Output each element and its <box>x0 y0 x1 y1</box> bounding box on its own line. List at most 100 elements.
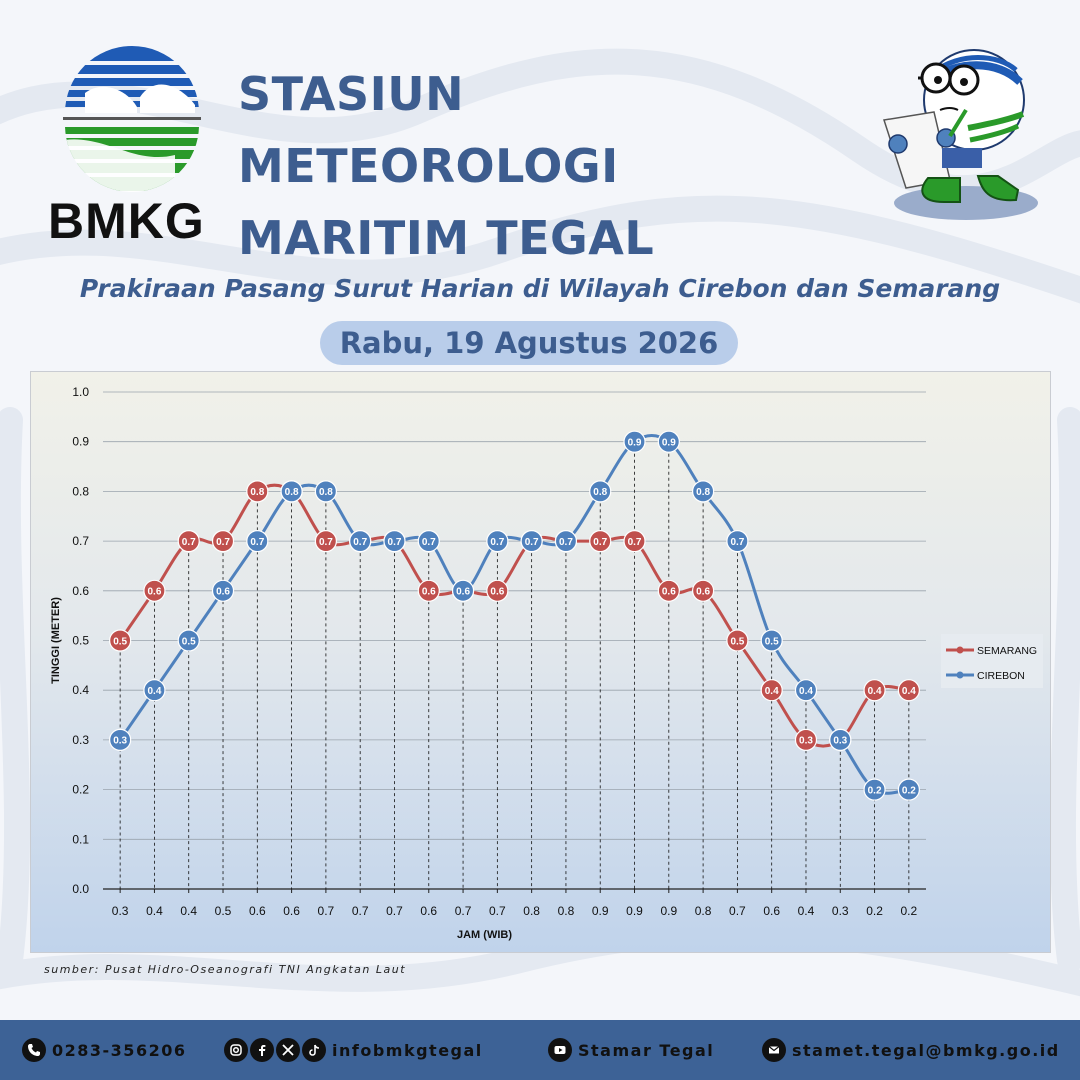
data-label-semarang: 0.4 <box>868 686 882 697</box>
data-point-cirebon <box>657 430 680 453</box>
data-label-cirebon: 0.3 <box>833 736 847 747</box>
data-point-cirebon <box>109 728 132 751</box>
x-tick-label: 0.6 <box>249 904 266 918</box>
x-tick-label: 0.2 <box>866 904 883 918</box>
x-tick-label: 0.8 <box>558 904 575 918</box>
data-label-semarang: 0.7 <box>216 537 230 548</box>
footer-youtube[interactable]: Stamar Tegal <box>548 1020 714 1080</box>
data-label-cirebon: 0.6 <box>456 587 470 598</box>
y-tick-label: 0.3 <box>72 733 89 747</box>
x-tick-label: 0.4 <box>798 904 815 918</box>
data-label-semarang: 0.4 <box>902 686 916 697</box>
data-point-semarang <box>314 530 337 553</box>
bmkg-logo <box>63 46 201 192</box>
x-tick-label: 0.4 <box>146 904 163 918</box>
data-label-cirebon: 0.5 <box>765 636 779 647</box>
y-tick-label: 1.0 <box>72 385 89 399</box>
data-label-semarang: 0.5 <box>730 636 744 647</box>
data-point-cirebon <box>486 530 509 553</box>
data-label-cirebon: 0.7 <box>422 537 436 548</box>
data-label-cirebon: 0.8 <box>319 487 333 498</box>
x-tick-label: 0.2 <box>901 904 918 918</box>
data-point-semarang <box>211 530 235 553</box>
legend-box <box>941 634 1043 688</box>
data-point-cirebon <box>692 480 715 503</box>
station-title: STASIUN METEOROLOGI MARITIM TEGAL <box>238 58 858 274</box>
footer-social[interactable]: infobmkgtegal <box>224 1020 483 1080</box>
facebook-icon <box>250 1038 274 1062</box>
x-tick-label: 0.3 <box>832 904 849 918</box>
x-tick-label: 0.9 <box>626 904 643 918</box>
data-point-semarang <box>897 679 920 702</box>
footer-phone[interactable]: 0283-356206 <box>22 1020 186 1080</box>
x-tick-label: 0.7 <box>729 904 746 918</box>
x-tick-label: 0.7 <box>455 904 472 918</box>
footer-email[interactable]: stamet.tegal@bmkg.go.id <box>762 1020 1060 1080</box>
y-tick-label: 0.1 <box>72 832 89 846</box>
data-point-cirebon <box>314 480 337 503</box>
data-label-semarang: 0.6 <box>696 587 710 598</box>
data-point-cirebon <box>589 480 612 503</box>
x-axis-title: JAM (WIB) <box>457 929 512 941</box>
data-point-cirebon <box>520 530 543 553</box>
data-point-cirebon <box>177 629 200 652</box>
data-label-semarang: 0.7 <box>593 537 607 548</box>
title-line-1: STASIUN METEOROLOGI <box>238 67 619 193</box>
y-tick-label: 0.5 <box>72 634 89 648</box>
data-label-cirebon: 0.7 <box>353 537 367 548</box>
source-note: sumber: Pusat Hidro-Oseanografi TNI Angk… <box>44 963 407 976</box>
data-label-cirebon: 0.7 <box>250 537 264 548</box>
data-label-cirebon: 0.7 <box>388 537 402 548</box>
x-tick-label: 0.5 <box>215 904 232 918</box>
data-label-semarang: 0.6 <box>490 587 504 598</box>
series-line-semarang <box>118 483 910 748</box>
x-tick-label: 0.7 <box>318 904 335 918</box>
data-label-semarang: 0.4 <box>765 686 779 697</box>
phone-number: 0283-356206 <box>52 1040 187 1060</box>
data-point-semarang <box>657 579 680 602</box>
x-tick-label: 0.8 <box>695 904 712 918</box>
email-address: stamet.tegal@bmkg.go.id <box>792 1040 1060 1060</box>
data-point-semarang <box>486 579 509 602</box>
x-tick-label: 0.9 <box>660 904 677 918</box>
data-label-cirebon: 0.2 <box>902 785 916 796</box>
data-point-cirebon <box>554 530 578 553</box>
tiktok-icon <box>302 1038 326 1062</box>
data-point-semarang <box>109 629 132 652</box>
data-point-semarang <box>417 579 440 602</box>
data-point-cirebon <box>280 480 303 503</box>
instagram-icon <box>224 1038 248 1062</box>
x-tick-label: 0.3 <box>112 904 129 918</box>
data-label-cirebon: 0.7 <box>525 537 539 548</box>
data-label-semarang: 0.7 <box>182 537 196 548</box>
y-tick-label: 0.9 <box>72 435 89 449</box>
forecast-subtitle: Prakiraan Pasang Surut Harian di Wilayah… <box>79 274 1001 303</box>
data-label-cirebon: 0.7 <box>730 537 744 548</box>
tide-chart-panel: 0.0 0.1 0.2 0.3 0.4 0.5 0.6 0.7 0.8 0.9 1.0 0.3 0.4 0… <box>30 371 1051 953</box>
data-label-cirebon: 0.3 <box>113 736 127 747</box>
bmkg-logo-text: BMKG <box>48 193 205 249</box>
data-point-semarang <box>177 530 200 553</box>
data-point-semarang <box>589 530 612 553</box>
legend-marker-cirebon <box>956 671 964 679</box>
legend-label-cirebon: CIREBON <box>977 670 1025 682</box>
data-point-semarang <box>246 480 269 503</box>
data-label-cirebon: 0.9 <box>662 438 676 449</box>
x-tick-label: 0.7 <box>352 904 369 918</box>
data-label-semarang: 0.7 <box>628 537 642 548</box>
data-point-semarang <box>623 530 646 553</box>
data-point-cirebon <box>246 530 269 553</box>
data-point-cirebon <box>349 530 372 553</box>
data-point-semarang <box>760 679 783 702</box>
email-icon <box>762 1038 786 1062</box>
data-point-cirebon <box>863 778 886 801</box>
data-point-cirebon <box>451 579 475 602</box>
y-axis-title: TINGGI (METER) <box>50 597 62 684</box>
data-point-cirebon <box>417 530 440 553</box>
data-point-cirebon <box>897 778 920 801</box>
data-label-cirebon: 0.8 <box>696 487 710 498</box>
mascot-illustration <box>883 49 1038 220</box>
data-point-cirebon <box>211 579 235 602</box>
x-tick-label: 0.7 <box>489 904 506 918</box>
